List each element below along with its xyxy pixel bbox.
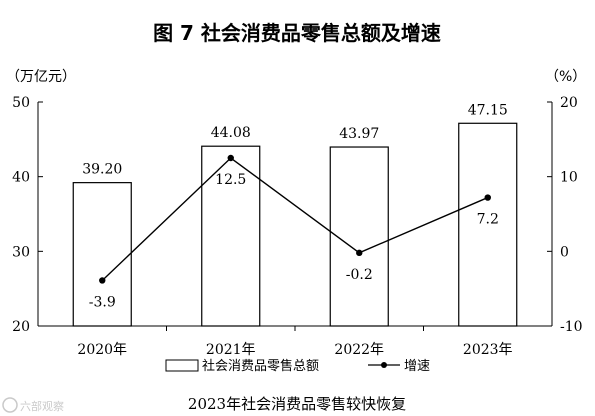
watermark: 六部观察 — [2, 397, 64, 413]
growth-data-label: -0.2 — [346, 267, 373, 283]
bar-data-label: 44.08 — [211, 125, 251, 141]
growth-point — [356, 249, 363, 257]
y-right-tick-label: 10 — [560, 170, 578, 186]
growth-point — [484, 194, 491, 201]
y-left-tick-label: 20 — [12, 319, 30, 335]
growth-data-label: -3.9 — [89, 294, 116, 310]
growth-point — [99, 277, 106, 284]
growth-line — [101, 157, 489, 281]
bar-data-label: 43.97 — [339, 126, 379, 142]
bar — [72, 182, 132, 327]
growth-point — [227, 154, 234, 162]
growth-data-label: 7.2 — [477, 212, 499, 228]
y-left-tick-label: 40 — [12, 170, 30, 186]
y-left-unit: （万亿元） — [6, 69, 76, 85]
legend-bar-label: 社会消费品零售总额 — [202, 358, 319, 374]
x-tick-label: 2021年 — [206, 342, 256, 358]
chart-title: 图 7 社会消费品零售总额及增速 — [153, 21, 441, 45]
y-left-tick-label: 50 — [12, 95, 30, 111]
legend-line-marker — [381, 362, 387, 368]
bar — [329, 146, 389, 327]
bar — [458, 122, 518, 327]
x-tick-label: 2022年 — [334, 342, 384, 358]
legend-line-label: 增速 — [404, 359, 430, 374]
y-right-unit: （%） — [545, 69, 586, 85]
legend-bar-swatch — [165, 359, 199, 372]
x-tick-label: 2020年 — [77, 342, 127, 358]
x-tick-label: 2023年 — [463, 342, 513, 358]
legend: 社会消费品零售总额 增速 — [165, 358, 430, 374]
bar-data-label: 47.15 — [468, 102, 508, 118]
bar-data-label: 39.20 — [82, 162, 122, 178]
watermark-icon — [2, 397, 18, 413]
y-right-tick-label: -10 — [560, 319, 583, 335]
y-right-tick-label: 20 — [560, 95, 578, 111]
y-left-tick-label: 30 — [12, 244, 30, 260]
chart-subtitle: 2023年社会消费品零售较快恢复 — [188, 395, 406, 413]
chart-marks: 20 30 40 50 -10 0 10 20 2020年 2021年 2022年 2023年 39.2… — [12, 95, 582, 358]
y-right-tick-label: 0 — [560, 244, 569, 260]
bar — [201, 145, 261, 327]
watermark-text: 六部观察 — [20, 399, 64, 413]
growth-data-label: 12.5 — [215, 172, 246, 188]
